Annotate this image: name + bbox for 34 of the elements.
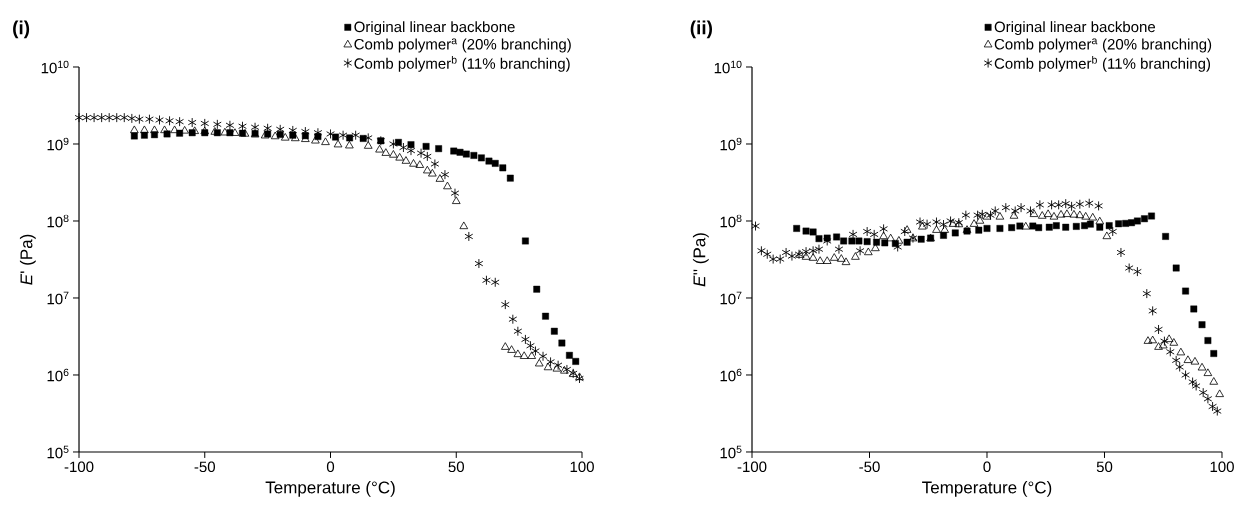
legend-label: Comb polymer$^{b}$ (11% branching) — [994, 55, 1211, 72]
x-tick-label: 0 — [983, 461, 991, 473]
y-tick-label: 10$^{6}$ — [47, 368, 69, 382]
y-tick-label: 10$^{9}$ — [47, 137, 69, 151]
legend-label: Original linear backbone — [354, 21, 515, 36]
x-tick-label: 50 — [1096, 461, 1113, 473]
y-tick-label: 10$^{9}$ — [720, 137, 742, 151]
x-tick-label: -100 — [737, 461, 767, 473]
x-tick-label: -50 — [859, 461, 880, 473]
legend-label: Comb polymer$^{b}$ (11% branching) — [354, 55, 570, 72]
x-tick-label: 100 — [570, 461, 594, 473]
chart-title: (ii) — [690, 20, 713, 39]
legend-label: Comb polymer$^{a}$ (20% branching) — [354, 38, 571, 53]
y-tick-label: 10$^{6}$ — [720, 368, 742, 382]
x-tick-label: -50 — [194, 461, 215, 473]
y-tick-label: 10$^{7}$ — [720, 291, 742, 305]
y-tick-label: 10$^{8}$ — [47, 214, 69, 228]
x-axis-title: Temperature (°C) — [922, 481, 1052, 497]
y-tick-label: 10$^{5}$ — [720, 445, 742, 459]
x-tick-label: 0 — [326, 461, 335, 473]
x-tick-label: 50 — [448, 461, 464, 473]
y-tick-label: 10$^{7}$ — [47, 291, 69, 305]
y-axis-title: E' (Pa) — [19, 234, 36, 285]
legend-label: Original linear backbone — [994, 21, 1156, 36]
x-axis-title: Temperature (°C) — [265, 481, 395, 497]
legend-label: Comb polymer$^{a}$ (20% branching) — [994, 38, 1212, 53]
y-axis-title: E'' (Pa) — [692, 233, 709, 287]
y-tick-label: 10$^{10}$ — [41, 60, 69, 74]
x-tick-label: 100 — [1210, 461, 1234, 473]
x-tick-label: -100 — [64, 461, 94, 473]
y-tick-label: 10$^{5}$ — [47, 445, 69, 459]
y-tick-label: 10$^{8}$ — [720, 214, 742, 228]
chart-title: (i) — [13, 20, 30, 39]
y-tick-label: 10$^{10}$ — [714, 60, 742, 74]
